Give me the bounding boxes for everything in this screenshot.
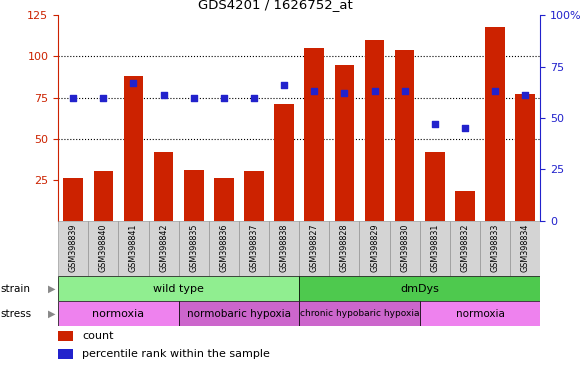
Text: ▶: ▶ (48, 309, 55, 319)
Text: GSM398834: GSM398834 (521, 223, 530, 272)
Bar (58, 331, 73, 341)
Bar (304, 48, 324, 221)
FancyBboxPatch shape (480, 221, 510, 276)
FancyBboxPatch shape (510, 221, 540, 276)
Text: GSM398839: GSM398839 (69, 223, 78, 272)
Text: stress: stress (1, 309, 32, 319)
FancyBboxPatch shape (419, 301, 540, 326)
Text: GSM398828: GSM398828 (340, 223, 349, 272)
Text: GSM398841: GSM398841 (129, 223, 138, 272)
FancyBboxPatch shape (58, 221, 88, 276)
Bar (184, 170, 203, 221)
Point (430, 121, 439, 127)
Point (69, 94, 78, 101)
Text: GSM398835: GSM398835 (189, 223, 198, 272)
FancyBboxPatch shape (269, 221, 299, 276)
FancyBboxPatch shape (299, 221, 329, 276)
Bar (485, 27, 505, 221)
Point (310, 88, 319, 94)
Bar (124, 76, 144, 221)
FancyBboxPatch shape (450, 221, 480, 276)
Text: GSM398842: GSM398842 (159, 223, 168, 272)
FancyBboxPatch shape (178, 301, 299, 326)
Text: GSM398836: GSM398836 (220, 223, 228, 272)
FancyBboxPatch shape (178, 221, 209, 276)
Point (129, 80, 138, 86)
Text: GSM398830: GSM398830 (400, 223, 409, 272)
Text: wild type: wild type (153, 284, 204, 294)
Text: chronic hypobaric hypoxia: chronic hypobaric hypoxia (300, 310, 419, 318)
Text: GSM398832: GSM398832 (461, 223, 469, 272)
Point (490, 88, 500, 94)
Point (159, 93, 168, 99)
FancyBboxPatch shape (88, 221, 119, 276)
Bar (58, 349, 73, 359)
Point (460, 125, 469, 131)
Bar (244, 172, 264, 221)
Bar (365, 40, 385, 221)
Bar (425, 152, 444, 221)
Point (400, 88, 410, 94)
Text: GDS4201 / 1626752_at: GDS4201 / 1626752_at (198, 0, 353, 12)
FancyBboxPatch shape (58, 301, 178, 326)
Bar (455, 191, 475, 221)
FancyBboxPatch shape (360, 221, 390, 276)
Text: GSM398831: GSM398831 (431, 223, 439, 272)
Bar (63, 178, 83, 221)
Bar (94, 172, 113, 221)
FancyBboxPatch shape (329, 221, 360, 276)
FancyBboxPatch shape (299, 301, 419, 326)
Point (249, 94, 259, 101)
Bar (395, 50, 414, 221)
Point (340, 90, 349, 96)
Point (370, 88, 379, 94)
Text: normoxia: normoxia (456, 309, 504, 319)
FancyBboxPatch shape (119, 221, 149, 276)
Bar (515, 94, 535, 221)
FancyBboxPatch shape (239, 221, 269, 276)
Text: GSM398829: GSM398829 (370, 223, 379, 272)
Point (279, 82, 289, 88)
FancyBboxPatch shape (149, 221, 178, 276)
Text: strain: strain (1, 284, 31, 294)
Point (189, 94, 198, 101)
FancyBboxPatch shape (299, 276, 540, 301)
Point (99, 94, 108, 101)
Text: GSM398838: GSM398838 (279, 223, 289, 272)
Bar (154, 152, 173, 221)
Point (521, 93, 530, 99)
Bar (274, 104, 294, 221)
FancyBboxPatch shape (58, 276, 299, 301)
Text: count: count (83, 331, 114, 341)
Text: normoxia: normoxia (92, 309, 145, 319)
Bar (214, 178, 234, 221)
Text: GSM398827: GSM398827 (310, 223, 319, 272)
Point (219, 94, 228, 101)
Text: GSM398837: GSM398837 (249, 223, 259, 272)
Text: normobaric hypoxia: normobaric hypoxia (187, 309, 291, 319)
Text: dmDys: dmDys (400, 284, 439, 294)
FancyBboxPatch shape (390, 221, 419, 276)
Text: ▶: ▶ (48, 284, 55, 294)
Text: GSM398840: GSM398840 (99, 223, 108, 272)
FancyBboxPatch shape (209, 221, 239, 276)
FancyBboxPatch shape (419, 221, 450, 276)
Bar (335, 65, 354, 221)
Text: percentile rank within the sample: percentile rank within the sample (83, 349, 270, 359)
Text: GSM398833: GSM398833 (490, 223, 500, 272)
